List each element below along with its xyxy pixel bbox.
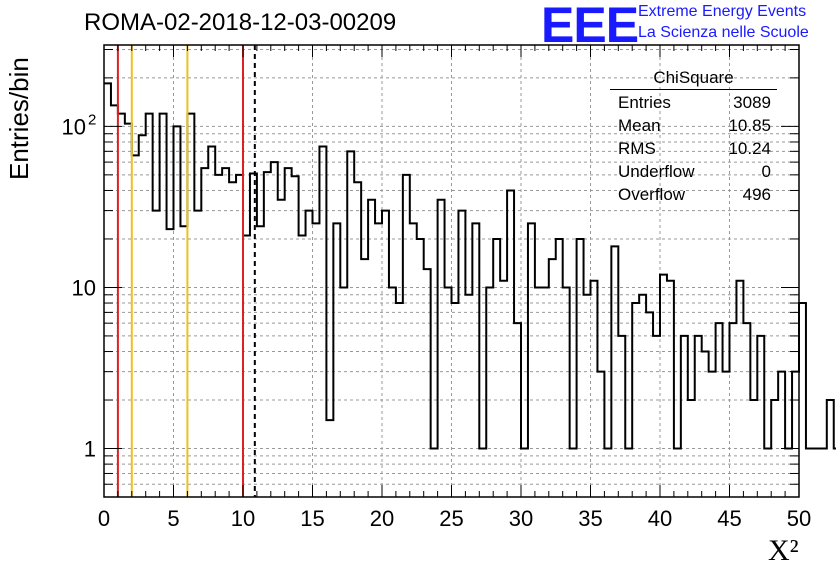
y-axis-label: Entries/bin (4, 57, 34, 180)
logo-line-2: La Scienza nelle Scuole (638, 24, 809, 41)
x-tick-label: 50 (787, 506, 811, 531)
x-tick-label: 5 (167, 506, 179, 531)
x-tick-label: 30 (509, 506, 533, 531)
x-tick-label: 25 (439, 506, 463, 531)
x-tick-label: 10 (231, 506, 255, 531)
eee-logo: EEE (541, 0, 639, 53)
x-tick-label: 0 (98, 506, 110, 531)
stats-value: 496 (742, 185, 771, 204)
stats-value: 10.85 (728, 116, 771, 135)
x-tick-label: 20 (370, 506, 394, 531)
y-tick-label-exponent: 2 (88, 111, 96, 128)
y-tick-label: 10 (62, 114, 86, 139)
y-tick-label: 1 (84, 437, 96, 462)
stats-row-mean: Mean 10.85 (610, 114, 777, 137)
stats-label: Overflow (618, 185, 686, 204)
stats-row-rms: RMS 10.24 (610, 137, 777, 160)
y-tick-label: 10 (72, 275, 96, 300)
x-tick-label: 35 (578, 506, 602, 531)
stats-row-overflow: Overflow 496 (610, 183, 777, 206)
logo-line-1: Extreme Energy Events (638, 3, 807, 20)
stats-label: RMS (618, 139, 656, 158)
stats-label: Mean (618, 116, 661, 135)
stats-row-entries: Entries 3089 (610, 91, 777, 114)
x-tick-label: 40 (648, 506, 672, 531)
stats-title: ChiSquare (610, 68, 777, 90)
stats-label: Underflow (618, 162, 695, 181)
x-axis-label: X² (768, 534, 799, 567)
histogram-series (104, 82, 836, 450)
stats-box: ChiSquare Entries 3089 Mean 10.85 RMS 10… (610, 68, 777, 206)
stats-value: 3089 (733, 93, 771, 112)
x-tick-label: 15 (300, 506, 324, 531)
x-tick-label: 45 (717, 506, 741, 531)
stats-label: Entries (618, 93, 671, 112)
chart-title: ROMA-02-2018-12-03-00209 (84, 9, 397, 36)
stats-value: 0 (761, 162, 771, 181)
stats-row-underflow: Underflow 0 (610, 160, 777, 183)
stats-value: 10.24 (728, 139, 771, 158)
